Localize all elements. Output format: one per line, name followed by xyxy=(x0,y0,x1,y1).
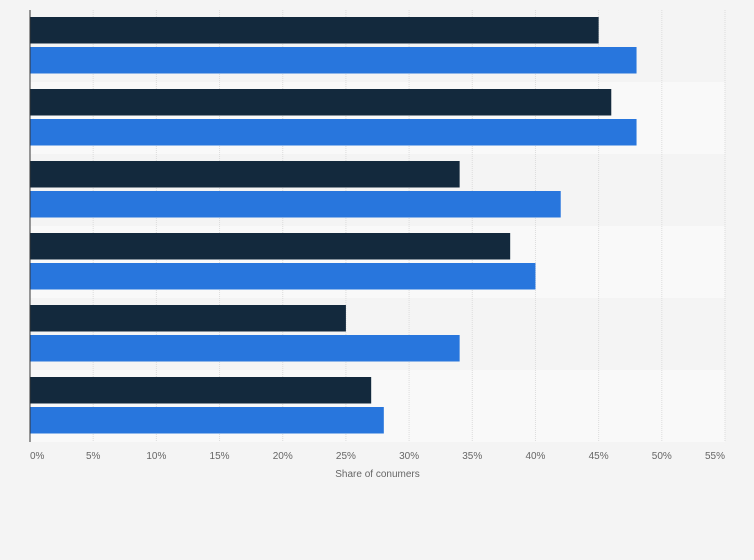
x-tick-label: 45% xyxy=(589,451,609,462)
bar-series-1-category-3 xyxy=(30,161,460,188)
x-tick-label: 35% xyxy=(462,451,482,462)
gridlines xyxy=(92,10,726,442)
x-tick-label: 5% xyxy=(86,451,101,462)
x-axis-ticks: 0% 5% 10% 15% 20% 25% 30% 35% 40% 45% 50% 55% xyxy=(30,451,725,462)
bar-series-2-category-1 xyxy=(30,47,637,74)
bar-series-1-category-6 xyxy=(30,377,372,404)
bars xyxy=(30,17,637,434)
x-axis-title: Share of conumers xyxy=(335,469,420,480)
x-tick-label: 10% xyxy=(146,451,166,462)
x-tick-label: 55% xyxy=(705,451,725,462)
bar-series-2-category-4 xyxy=(30,263,536,290)
x-tick-label: 40% xyxy=(525,451,545,462)
x-tick-label: 30% xyxy=(399,451,419,462)
x-tick-label: 20% xyxy=(273,451,293,462)
x-tick-label: 25% xyxy=(336,451,356,462)
bar-series-2-category-5 xyxy=(30,335,460,362)
bar-series-1-category-2 xyxy=(30,89,612,116)
x-tick-label: 50% xyxy=(652,451,672,462)
bar-series-1-category-5 xyxy=(30,305,346,332)
bar-series-1-category-1 xyxy=(30,17,599,44)
bar-series-2-category-6 xyxy=(30,407,384,434)
x-tick-label: 15% xyxy=(210,451,230,462)
x-tick-label: 0% xyxy=(30,451,45,462)
bar-series-2-category-2 xyxy=(30,119,637,146)
bar-series-1-category-4 xyxy=(30,233,511,260)
bar-series-2-category-3 xyxy=(30,191,561,218)
